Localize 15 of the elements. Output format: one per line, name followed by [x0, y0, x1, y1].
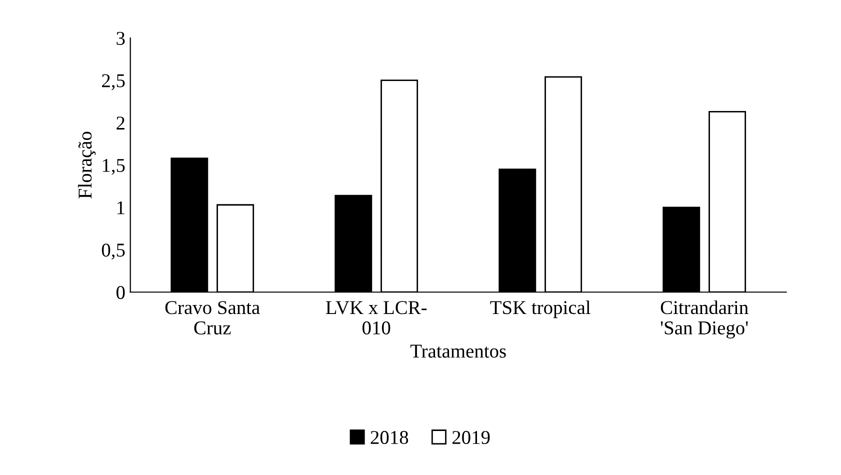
x-tick-label: TSK tropical — [490, 300, 590, 318]
y-tick-label: 0,5 — [102, 244, 125, 260]
y-tick-label: 2,5 — [102, 74, 125, 90]
x-tick-label: Cravo Santa Cruz — [165, 301, 260, 334]
x-tick-label: Citrandarin 'San Diego' — [660, 300, 748, 338]
y-tick-label: 3 — [116, 32, 125, 45]
x-tick-label: LVK x LCR- 010 — [326, 301, 427, 334]
y-tick-label: 1 — [117, 201, 124, 214]
y-tick-label: 2 — [116, 116, 124, 130]
y-tick-label: 1,5 — [102, 158, 125, 175]
legend-label: 2019 — [452, 430, 490, 444]
y-axis-title: Floração — [78, 132, 96, 199]
legend-label: 2018 — [370, 430, 408, 444]
y-tick-label: 0 — [116, 286, 125, 300]
x-axis-title: Tratamentos — [410, 344, 506, 358]
